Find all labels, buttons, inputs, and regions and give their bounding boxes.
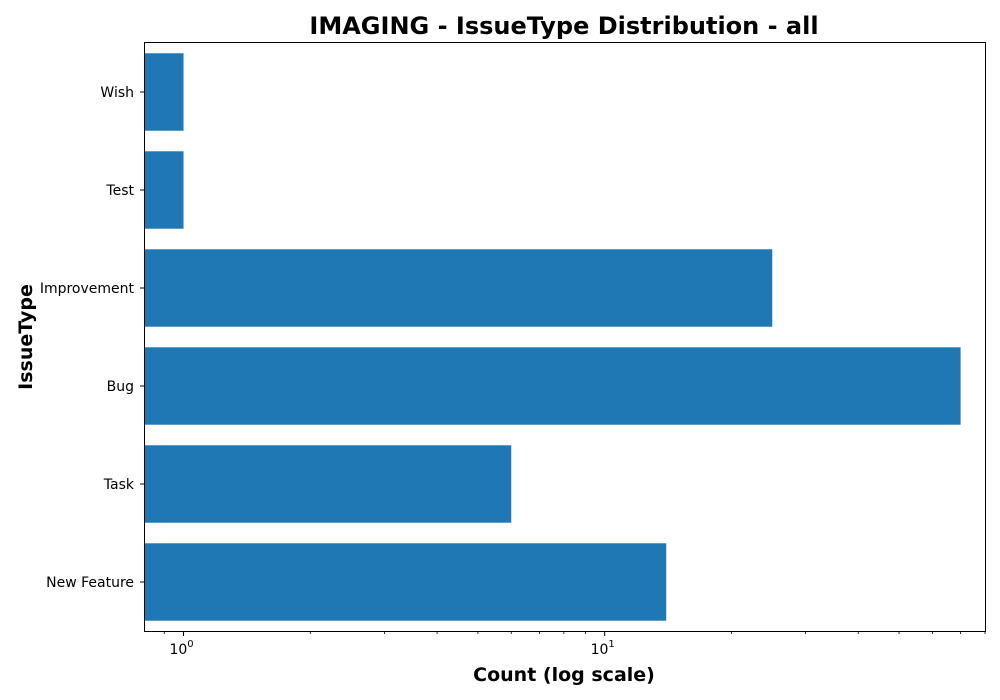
- y-tick-label-task: Task: [103, 477, 135, 493]
- bar-task: [145, 445, 512, 523]
- plot-frame: [144, 42, 986, 632]
- y-tick-label-improvement: Improvement: [40, 281, 135, 297]
- y-axis-label: IssueType: [15, 284, 37, 390]
- y-tick-label-test: Test: [105, 183, 134, 199]
- chart-title: IMAGING - IssueType Distribution - all: [309, 12, 818, 40]
- y-tick-label-bug: Bug: [107, 379, 134, 395]
- bar-test: [145, 151, 184, 229]
- bar-wish: [145, 53, 184, 131]
- y-tick-label-wish: Wish: [100, 85, 134, 101]
- bar-new-feature: [145, 543, 667, 621]
- y-ticks-layer: New Feature Task Bug Improvement Test Wish: [40, 85, 145, 591]
- x-axis-label: Count (log scale): [473, 664, 655, 686]
- y-tick-label-new-feature: New Feature: [46, 575, 134, 591]
- bar-improvement: [145, 249, 773, 327]
- bars-layer: [145, 53, 961, 621]
- bar-bug: [145, 347, 961, 425]
